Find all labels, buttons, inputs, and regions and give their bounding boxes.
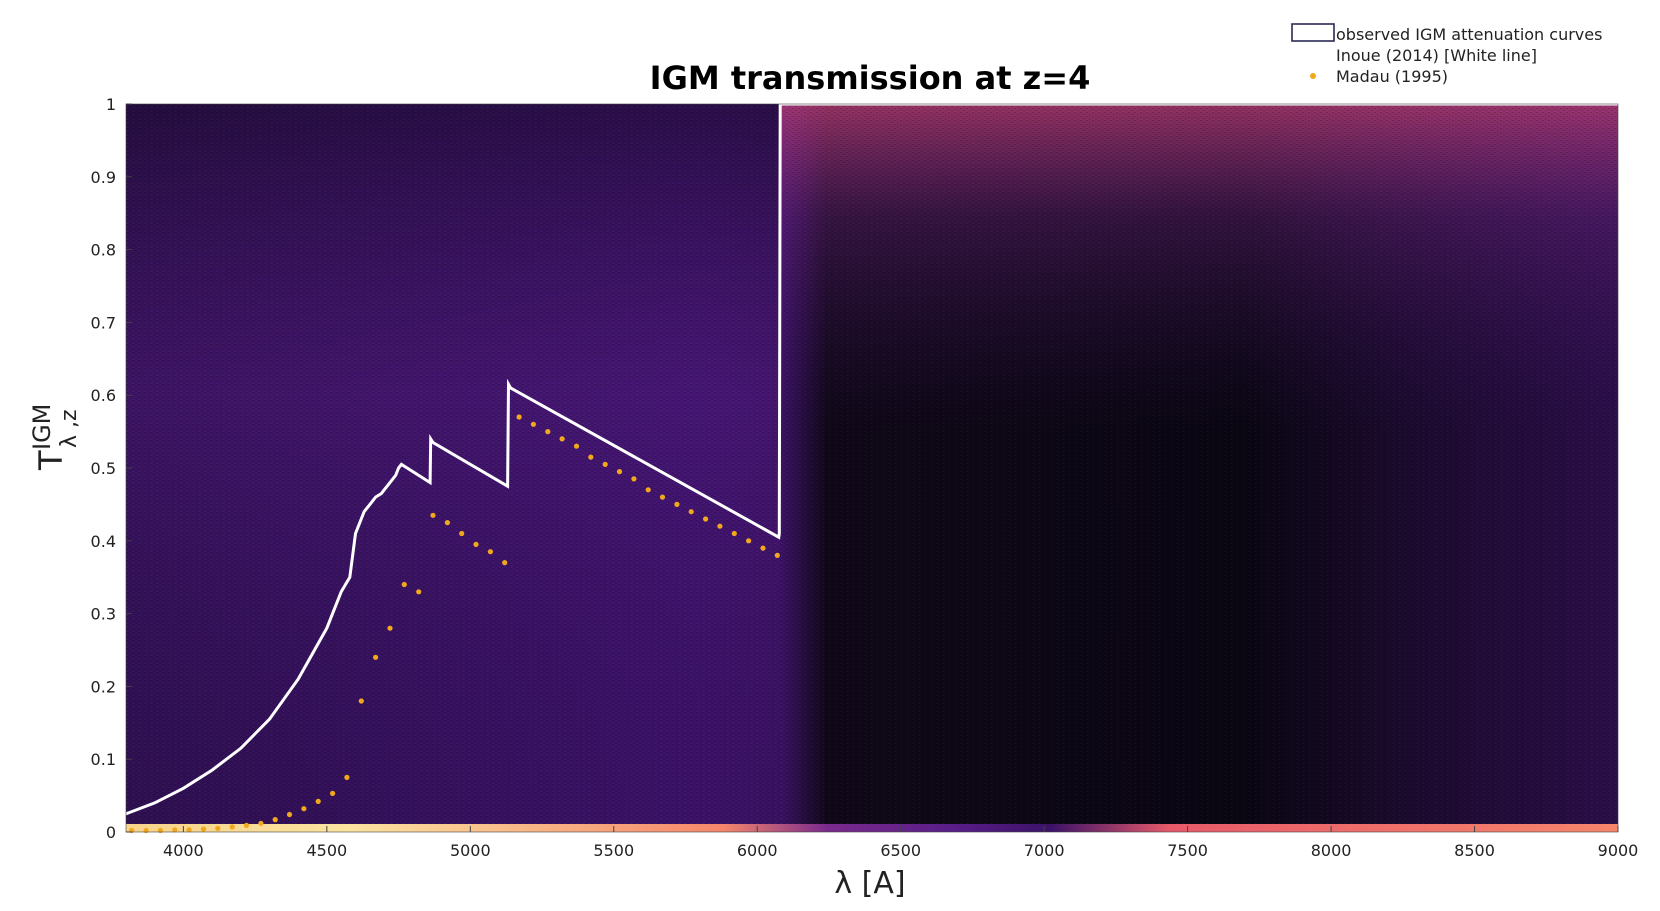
x-tick-label: 4000 — [163, 841, 204, 860]
legend: observed IGM attenuation curves Inoue (2… — [1291, 23, 1602, 86]
madau-point — [330, 790, 336, 797]
y-axis-label-superscript: IGM — [28, 404, 56, 450]
madau-point — [703, 516, 709, 522]
x-tick-label: 6000 — [737, 841, 778, 860]
madau-point — [731, 530, 737, 537]
madau-point — [659, 494, 666, 500]
madau-point — [487, 549, 493, 555]
inoue-series-line — [125, 102, 1618, 816]
heatmap-noise-texture — [126, 104, 1618, 832]
madau-point — [645, 487, 651, 493]
y-axis-label: T IGM λ ,z — [28, 404, 82, 471]
madau-point — [459, 530, 465, 537]
x-tick-label: 5500 — [593, 841, 634, 860]
y-tick-label: 0.7 — [91, 313, 116, 332]
madau-point — [286, 811, 293, 818]
y-tick-label: 0.3 — [91, 605, 116, 624]
madau-point — [602, 461, 608, 467]
madau-point — [215, 825, 221, 832]
madau-point — [143, 827, 149, 834]
madau-point — [157, 827, 163, 834]
y-axis-ticks: 0 0.1 0.2 0.3 0.4 0.5 0.6 0.7 0.8 0.9 1 — [91, 95, 132, 842]
madau-point — [258, 820, 264, 826]
madau-point — [674, 501, 680, 507]
legend-entry-observed: observed IGM attenuation curves — [1336, 25, 1602, 44]
madau-point — [430, 512, 436, 518]
madau-point — [760, 545, 766, 551]
legend-entry-madau: Madau (1995) — [1336, 67, 1448, 86]
madau-point — [373, 654, 379, 660]
x-tick-label: 8500 — [1454, 841, 1495, 860]
madau-point — [272, 817, 278, 823]
x-tick-label: 4500 — [306, 841, 347, 860]
x-axis-ticks: 4000 4500 5000 5500 6000 6500 7000 7500 8000 8500… — [163, 826, 1638, 860]
madau-point — [229, 824, 235, 830]
legend-box-swatch — [1291, 23, 1335, 42]
madau-point — [688, 509, 694, 515]
madau-point — [717, 523, 723, 529]
y-tick-label: 0 — [106, 823, 116, 842]
madau-point — [588, 454, 594, 460]
x-tick-label: 8000 — [1311, 841, 1352, 860]
madau-point — [502, 560, 508, 566]
y-tick-label: 0.5 — [91, 459, 116, 478]
madau-point — [172, 827, 178, 833]
madau-point — [387, 625, 393, 631]
legend-entry-inoue: Inoue (2014) [White line] — [1336, 46, 1537, 65]
y-tick-label: 0.2 — [91, 677, 116, 696]
madau-point — [344, 774, 350, 781]
x-tick-label: 7500 — [1167, 841, 1208, 860]
madau-point — [516, 414, 522, 420]
madau-point — [746, 538, 752, 544]
madau-point — [559, 436, 565, 442]
madau-point — [315, 798, 321, 805]
x-tick-label: 6500 — [880, 841, 921, 860]
madau-point — [243, 822, 250, 829]
y-tick-label: 0.1 — [91, 750, 116, 769]
x-axis-label: λ [A] — [834, 866, 905, 901]
madau-point — [631, 476, 637, 482]
y-tick-label: 0.8 — [91, 241, 116, 260]
x-tick-label: 5000 — [450, 841, 491, 860]
y-tick-label: 0.4 — [91, 532, 116, 551]
legend-dot-swatch — [1310, 73, 1316, 79]
x-tick-label: 9000 — [1598, 841, 1639, 860]
heatmap-bottom-band — [126, 824, 1618, 832]
chart-title: IGM transmission at z=4 — [650, 59, 1091, 97]
y-tick-label: 0.6 — [91, 386, 116, 405]
madau-point — [573, 443, 580, 449]
plot-area — [125, 102, 1619, 834]
madau-point — [401, 581, 407, 588]
y-axis-label-main: T — [32, 450, 70, 471]
madau-point — [444, 520, 450, 526]
madau-point — [545, 429, 551, 435]
madau-point — [774, 552, 780, 559]
y-tick-label: 1 — [106, 95, 116, 114]
madau-point — [616, 469, 623, 475]
y-axis-label-subscript: λ ,z — [57, 409, 82, 448]
y-tick-label: 0.9 — [91, 168, 116, 187]
madau-point — [186, 827, 192, 833]
madau-point — [416, 589, 422, 595]
madau-point — [301, 806, 307, 812]
x-tick-label: 7000 — [1024, 841, 1065, 860]
madau-point — [358, 698, 364, 704]
madau-point — [530, 421, 537, 427]
madau-point — [473, 541, 479, 548]
madau-point — [200, 826, 207, 832]
